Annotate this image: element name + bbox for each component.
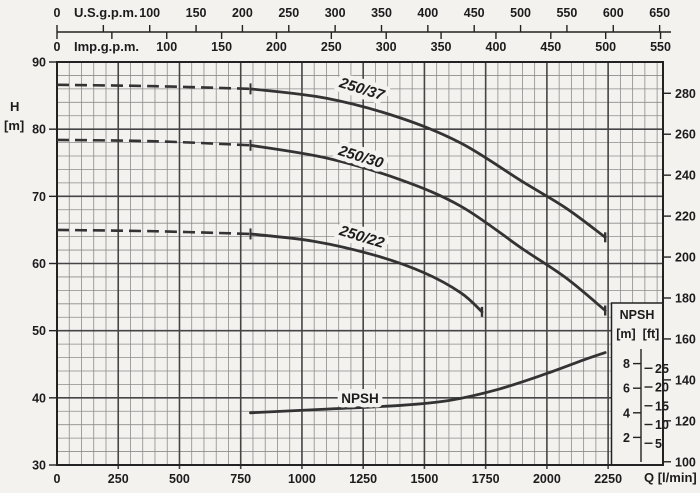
npsh-panel-title: NPSH bbox=[620, 308, 655, 322]
bottom-tick-label: 750 bbox=[230, 472, 251, 486]
curve-250-37 bbox=[249, 87, 607, 239]
imp-tick-label: 250 bbox=[321, 40, 342, 54]
imp-tick-label: 300 bbox=[376, 40, 397, 54]
left-tick-label: 50 bbox=[32, 324, 46, 338]
bottom-tick-label: 0 bbox=[54, 472, 61, 486]
right-tick-label: 280 bbox=[675, 87, 696, 101]
npsh-panel-unit-ft: [ft] bbox=[643, 327, 660, 341]
right-tick-label: 140 bbox=[675, 373, 696, 387]
curve-NPSH bbox=[249, 351, 607, 415]
right-tick-label: 180 bbox=[675, 291, 696, 305]
h-axis-unit: [m] bbox=[4, 118, 24, 133]
curve-label-NPSH: NPSH bbox=[341, 391, 379, 406]
bottom-tick-label: 2000 bbox=[533, 472, 561, 486]
imp-tick-label: 150 bbox=[211, 40, 232, 54]
left-tick-label: 80 bbox=[32, 123, 46, 137]
right-tick-label: 240 bbox=[675, 169, 696, 183]
us-tick-label: 200 bbox=[232, 6, 253, 20]
bottom-tick-label: 250 bbox=[108, 472, 129, 486]
npsh-ft-tick-label: 25 bbox=[655, 362, 669, 376]
us-tick-label: 350 bbox=[371, 6, 392, 20]
bottom-tick-label: 1750 bbox=[472, 472, 500, 486]
left-tick-label: 70 bbox=[32, 190, 46, 204]
left-tick-label: 40 bbox=[32, 391, 46, 405]
curve-250-22 bbox=[249, 232, 484, 314]
imp-tick-label: 550 bbox=[650, 40, 671, 54]
curve-250-30 bbox=[249, 143, 607, 312]
us-tick-label: 500 bbox=[510, 6, 531, 20]
us-tick-label: 550 bbox=[556, 6, 577, 20]
us-tick-label: 650 bbox=[649, 6, 670, 20]
curve-250-30-dashed bbox=[56, 138, 251, 147]
us-tick-label: 600 bbox=[603, 6, 624, 20]
imp-tick-label: 450 bbox=[540, 40, 561, 54]
npsh-ft-tick-label: 10 bbox=[655, 418, 669, 432]
q-axis-label: Q [l/min] bbox=[644, 470, 697, 485]
imp-tick-label: 500 bbox=[595, 40, 616, 54]
us-axis-title: U.S.g.p.m. bbox=[74, 5, 138, 20]
left-tick-label: 60 bbox=[32, 257, 46, 271]
right-tick-label: 100 bbox=[675, 455, 696, 469]
us-tick-label: 450 bbox=[464, 6, 485, 20]
right-tick-label: 220 bbox=[675, 210, 696, 224]
us-tick-label: 250 bbox=[278, 6, 299, 20]
imp-tick-label: 400 bbox=[486, 40, 507, 54]
right-tick-label: 260 bbox=[675, 128, 696, 142]
imp-tick-label: 0 bbox=[54, 40, 61, 54]
right-tick-label: 160 bbox=[675, 332, 696, 346]
us-tick-label: 0 bbox=[54, 6, 61, 20]
static-labels-layer: U.S.g.p.m. Imp.g.p.m. H [m] Q [l/min] NP… bbox=[4, 5, 697, 485]
bottom-tick-label: 1250 bbox=[349, 472, 377, 486]
curve-250-37-dashed bbox=[56, 83, 251, 91]
us-tick-label: 300 bbox=[325, 6, 346, 20]
imp-tick-label: 200 bbox=[266, 40, 287, 54]
h-axis-title: H bbox=[10, 99, 19, 114]
curve-250-22-dashed bbox=[56, 228, 251, 236]
left-tick-label: 90 bbox=[32, 56, 46, 70]
imp-axis-title: Imp.g.p.m. bbox=[74, 39, 139, 54]
us-tick-label: 150 bbox=[186, 6, 207, 20]
npsh-ft-tick-label: 5 bbox=[655, 437, 662, 451]
npsh-m-tick-label: 6 bbox=[623, 382, 630, 396]
imp-tick-label: 100 bbox=[156, 40, 177, 54]
npsh-ft-tick-label: 20 bbox=[655, 381, 669, 395]
npsh-panel-unit-m: [m] bbox=[616, 327, 635, 341]
npsh-ft-tick-label: 15 bbox=[655, 399, 669, 413]
curve-label-250-37: 250/37 bbox=[336, 74, 386, 104]
us-tick-label: 400 bbox=[417, 6, 438, 20]
npsh-m-tick-label: 8 bbox=[623, 357, 630, 371]
right-tick-label: 200 bbox=[675, 251, 696, 265]
npsh-panel-layer: 8 6 4 2 25 20 15 10 5 bbox=[610, 302, 669, 466]
left-tick-label: 30 bbox=[32, 459, 46, 473]
bottom-tick-label: 1000 bbox=[288, 472, 316, 486]
bottom-tick-label: 2250 bbox=[594, 472, 622, 486]
us-tick-label: 100 bbox=[139, 6, 160, 20]
npsh-m-tick-label: 2 bbox=[623, 431, 630, 445]
npsh-m-tick-label: 4 bbox=[623, 406, 630, 420]
bottom-tick-label: 500 bbox=[169, 472, 190, 486]
right-tick-label: 120 bbox=[675, 414, 696, 428]
bottom-tick-label: 1500 bbox=[411, 472, 439, 486]
imp-tick-label: 350 bbox=[431, 40, 452, 54]
